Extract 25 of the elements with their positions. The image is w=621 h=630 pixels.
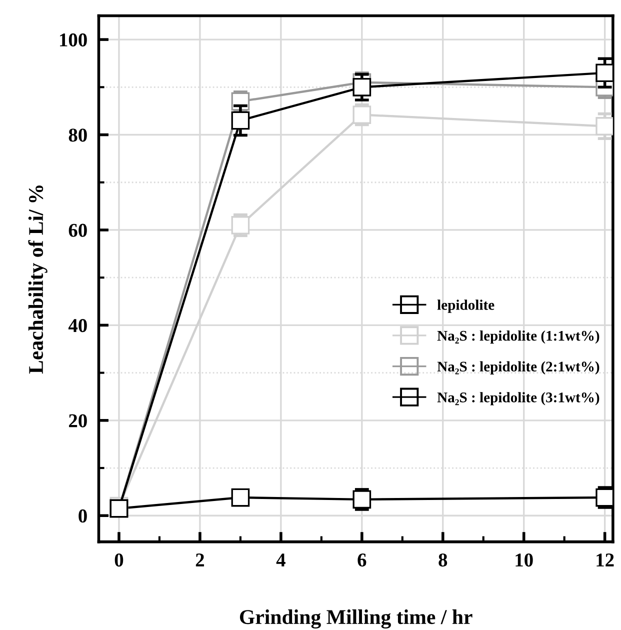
point [231, 111, 250, 130]
y-tick-label: 60 [68, 224, 87, 237]
point [231, 216, 250, 234]
legend-label: lepidolite [437, 300, 494, 313]
x-tick-label: 6 [358, 554, 366, 567]
x-tick-label: 4 [276, 554, 286, 566]
point [352, 78, 372, 96]
legend-label: Na₂S : lepidolite (2:1wt%) [437, 361, 600, 374]
x-tick-label: 8 [438, 553, 448, 567]
point [596, 64, 613, 82]
x-tick-label: 0 [114, 553, 124, 567]
x-axis-title: Grinding Milling time / hr [240, 609, 472, 628]
y-tick-label: 100 [60, 33, 87, 46]
legend-label: Na₂S : lepidolite (3:1wt%) [437, 392, 600, 406]
y-tick-label: 40 [68, 319, 87, 332]
y-tick-label: 0 [78, 509, 87, 523]
x-tick-label: 12 [596, 554, 614, 566]
x-tick-label: 10 [516, 553, 533, 567]
point [231, 488, 250, 507]
legend-label: Na₂S : lepidolite (1:1wt%) [437, 330, 600, 344]
y-tick-label: 80 [68, 128, 87, 142]
x-tick-label: 2 [196, 554, 204, 566]
y-tick-label: 20 [69, 414, 87, 428]
y-axis-title: Leachability of Li/ % [28, 186, 48, 374]
point [596, 117, 613, 136]
